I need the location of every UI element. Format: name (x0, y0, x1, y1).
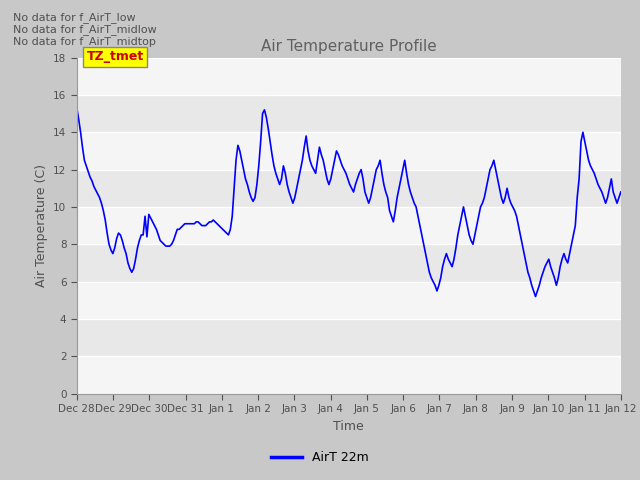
Bar (77, 95, 621, 132)
Text: No data for f_AirT_low: No data for f_AirT_low (13, 12, 136, 23)
Bar (77, 282, 621, 319)
X-axis label: Time: Time (333, 420, 364, 432)
Text: No data for f_AirT_midlow: No data for f_AirT_midlow (13, 24, 157, 35)
Bar (77, 132, 621, 169)
Bar (77, 356, 621, 394)
Y-axis label: Air Temperature (C): Air Temperature (C) (35, 164, 47, 287)
Bar (77, 169, 621, 207)
Text: No data for f_AirT_midtop: No data for f_AirT_midtop (13, 36, 156, 47)
Bar (77, 319, 621, 356)
Bar (77, 58, 621, 95)
Legend: AirT 22m: AirT 22m (266, 446, 374, 469)
Title: Air Temperature Profile: Air Temperature Profile (261, 39, 436, 54)
Bar (77, 207, 621, 244)
Bar (77, 244, 621, 282)
Text: TZ_tmet: TZ_tmet (86, 50, 143, 63)
